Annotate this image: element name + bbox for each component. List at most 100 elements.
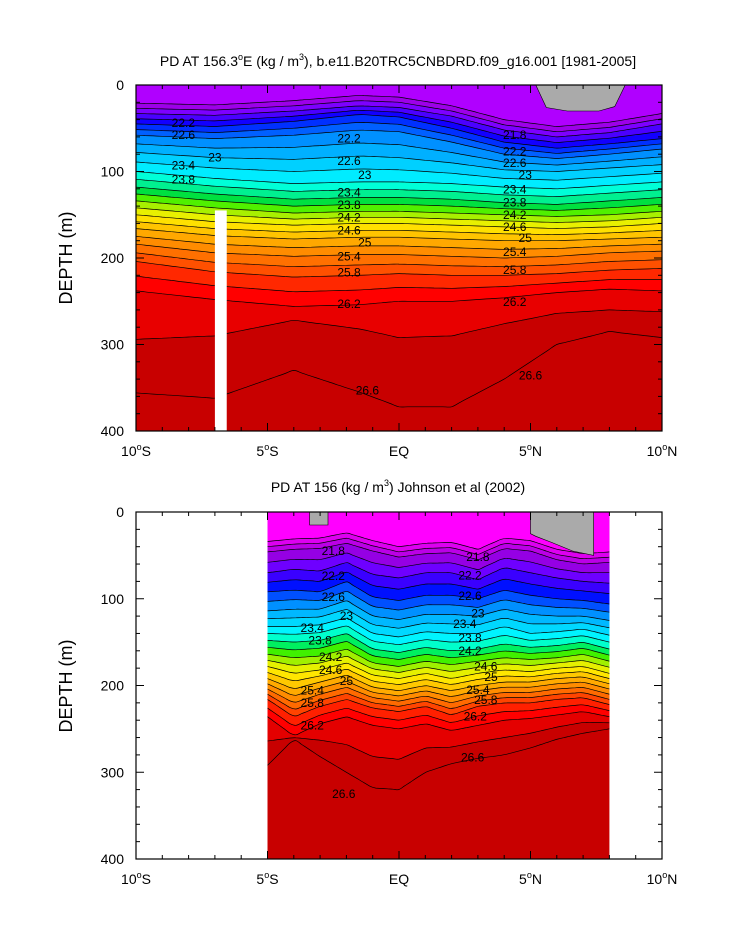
contour-label: 23.4 [337, 185, 361, 199]
contour-line-25.4 [267, 687, 610, 703]
contour-label: 24.2 [458, 644, 482, 658]
contour-line-24 [267, 641, 610, 660]
contour-line-21.8 [136, 105, 662, 138]
top-missing-data [214, 85, 626, 431]
contour-label: 26.2 [503, 295, 527, 309]
contour-line-25 [267, 675, 610, 691]
x-tick-label: EQ [389, 871, 409, 887]
missing-data-patch [530, 512, 594, 556]
contour-label: 25.8 [474, 693, 498, 707]
y-tick-label: 200 [101, 678, 125, 694]
contour-label: 23.8 [172, 172, 196, 186]
contour-label: 23 [519, 168, 533, 182]
x-tick-label: 5oN [519, 442, 542, 459]
missing-data-patch [535, 85, 626, 112]
x-tick-label: 10oN [647, 442, 678, 459]
x-tick-label: 10oS [121, 442, 151, 459]
contour-line-22.8 [267, 591, 610, 613]
contour-label: 21.8 [503, 128, 527, 142]
contour-label: 26.2 [464, 710, 488, 724]
density-band-21.4 [267, 512, 610, 554]
contour-line-23 [136, 152, 662, 172]
contour-label: 22.2 [503, 145, 527, 159]
contour-label: 22.6 [503, 156, 527, 170]
y-tick-label: 200 [101, 250, 125, 266]
contour-label: 23.4 [503, 183, 527, 197]
contour-label: 23 [471, 606, 485, 620]
contour-line-22.2 [136, 114, 662, 149]
contour-line-26 [267, 704, 610, 726]
x-tick-label: 10oN [647, 870, 678, 887]
y-tick-label: 0 [116, 504, 124, 520]
contour-label: 26.2 [301, 718, 325, 732]
contour-label: 26.6 [461, 751, 485, 765]
contour-line-26.4 [267, 722, 610, 760]
bottom-contour-labels: 21.822.222.62323.423.824.224.62525.425.8… [301, 544, 499, 801]
contour-label: 25 [340, 674, 354, 688]
top-panel: PD AT 156.3oE (kg / m3), b.e11.B20TRC5CN… [56, 52, 677, 459]
contour-label: 23.8 [308, 633, 332, 647]
contour-line-22.6 [136, 129, 662, 159]
contour-label: 23.4 [453, 617, 477, 631]
contour-label: 22.6 [458, 589, 482, 603]
contour-line-22 [267, 552, 610, 574]
contour-label: 24.6 [503, 220, 527, 234]
contour-line-21.6 [136, 100, 662, 133]
contour-label: 25 [519, 231, 533, 245]
contour-line-23.8 [267, 633, 610, 653]
contour-label: 23.4 [301, 621, 325, 635]
contour-line-23.6 [267, 625, 610, 646]
contour-line-26.2 [267, 711, 610, 736]
x-tick-label: 10oS [121, 870, 151, 887]
contour-label: 26.6 [519, 369, 543, 383]
contour-line-24.8 [267, 668, 610, 685]
contour-line-22 [136, 109, 662, 143]
contour-label: 26.2 [337, 297, 361, 311]
contour-line-24.6 [267, 662, 610, 679]
bottom-axes: 10oS 5oS EQ 5oN 10oN 0 100 200 300 400 [101, 504, 678, 887]
x-tick-label: 5oN [519, 870, 542, 887]
contour-label: 25.8 [337, 266, 361, 280]
contour-line-23.8 [136, 186, 662, 205]
top-axes: 10oS 5oS EQ 5oN 10oN 0 100 200 300 400 [101, 77, 678, 459]
contour-label: 25.4 [301, 684, 325, 698]
contour-label: 25.8 [301, 696, 325, 710]
contour-line-21.8 [267, 543, 610, 565]
missing-data-patch [309, 512, 329, 526]
missing-band [214, 210, 227, 431]
contour-label: 24.6 [474, 659, 498, 673]
contour-label: 25 [484, 670, 498, 684]
contour-label: 22.6 [322, 590, 346, 604]
x-tick-label: 5oS [256, 870, 278, 887]
contour-line-21.6 [267, 537, 610, 560]
contour-label: 25.4 [466, 683, 490, 697]
top-contour-labels: 22.222.62323.423.822.222.62323.423.824.2… [172, 116, 543, 397]
bottom-missing-data [309, 512, 594, 556]
contour-label: 21.8 [322, 544, 346, 558]
contour-line-21.4 [136, 95, 662, 127]
contour-label: 23.4 [172, 158, 196, 172]
contour-line-22.8 [136, 142, 662, 166]
contour-label: 24.2 [503, 208, 527, 222]
bottom-panel: PD AT 156 (kg / m3) Johnson et al (2002)… [56, 478, 677, 887]
contour-label: 24.6 [337, 223, 361, 237]
top-y-axis-label: DEPTH (m) [56, 212, 76, 305]
bottom-panel-title: PD AT 156 (kg / m3) Johnson et al (2002) [271, 478, 525, 495]
contour-label: 22.6 [337, 154, 361, 168]
density-band-21.4 [136, 85, 662, 127]
contour-line-23.6 [136, 178, 662, 197]
contour-label: 25 [358, 235, 372, 249]
contour-line-24.2 [267, 649, 610, 667]
contour-label: 22.2 [172, 116, 196, 130]
contour-line-24 [136, 193, 662, 211]
contour-label: 24.2 [337, 210, 361, 224]
y-tick-label: 400 [101, 851, 125, 867]
contour-label: 24.2 [319, 650, 343, 664]
contour-line-25.8 [267, 697, 610, 717]
top-contour-lines [136, 95, 662, 408]
contour-line-21.4 [267, 532, 610, 554]
y-tick-label: 400 [101, 423, 125, 439]
contour-line-25.2 [267, 681, 610, 697]
contour-label: 23.8 [458, 631, 482, 645]
